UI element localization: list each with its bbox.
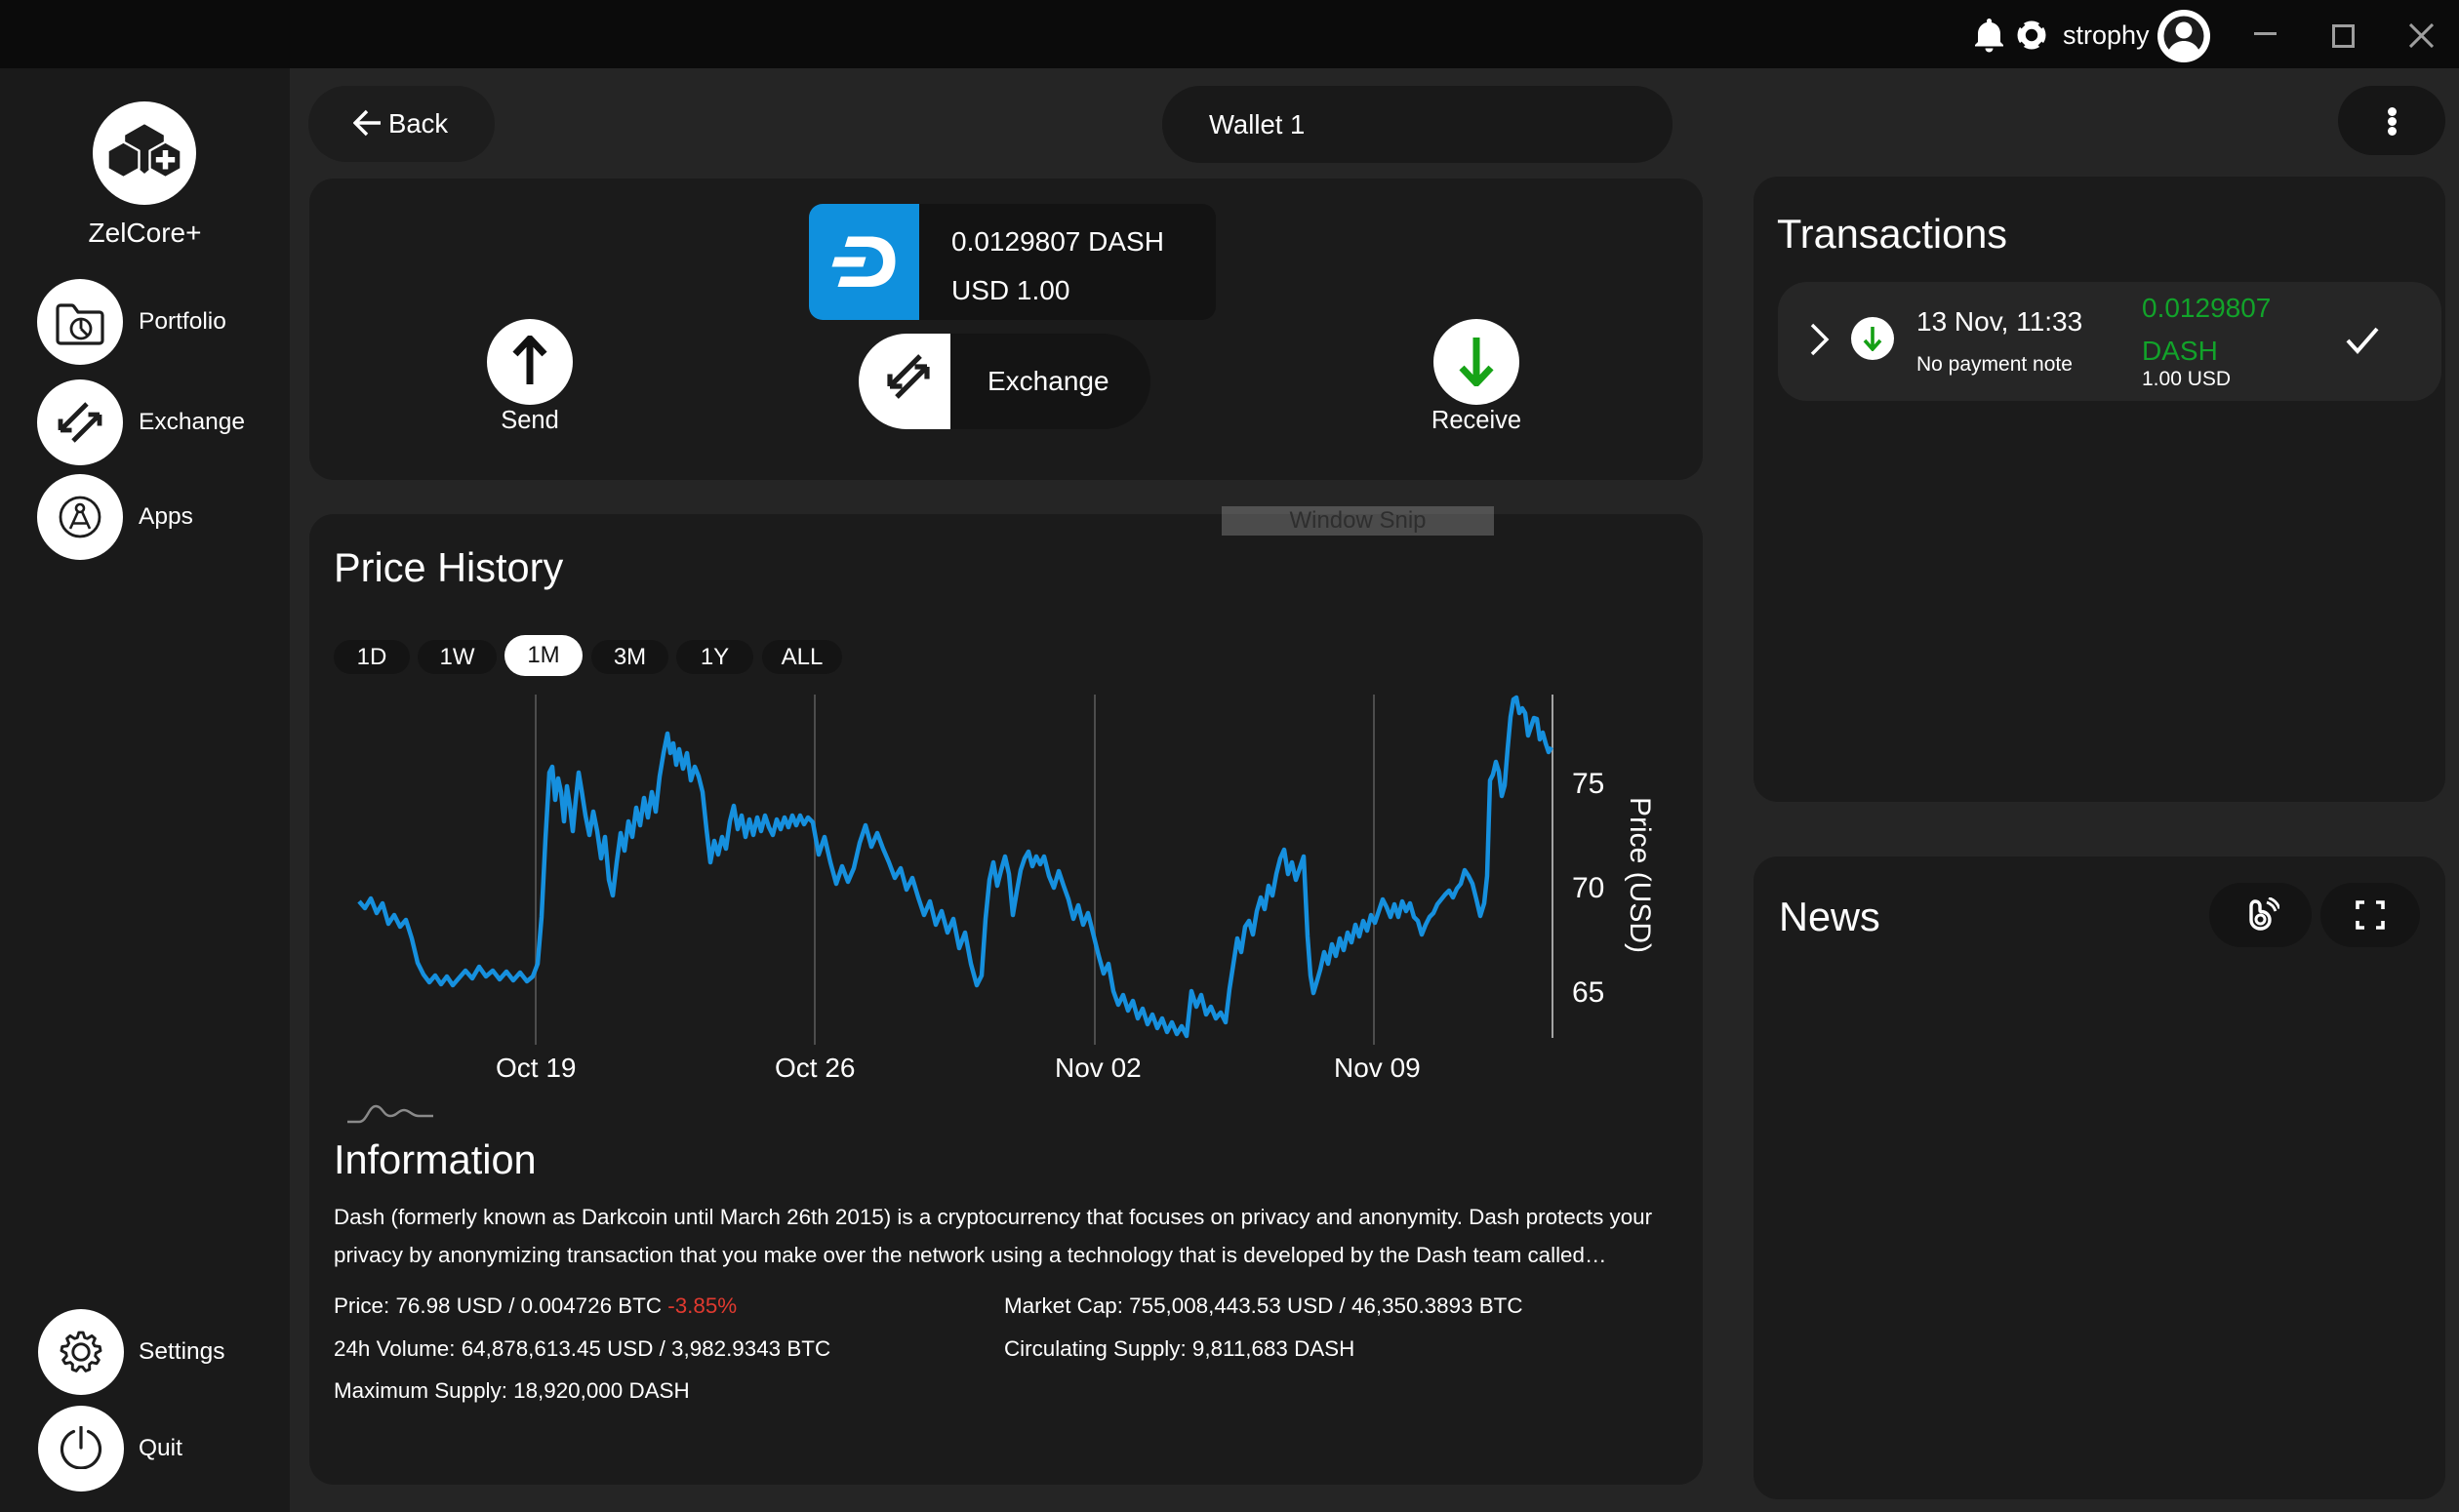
svg-text:70: 70	[1572, 872, 1604, 904]
svg-text:Nov 02: Nov 02	[1055, 1053, 1142, 1083]
svg-text:65: 65	[1572, 976, 1604, 1009]
svg-text:Oct 26: Oct 26	[775, 1053, 855, 1083]
svg-text:Nov 09: Nov 09	[1334, 1053, 1421, 1083]
svg-text:Price (USD): Price (USD)	[1624, 797, 1656, 953]
svg-text:Oct 19: Oct 19	[496, 1053, 576, 1083]
svg-text:75: 75	[1572, 768, 1604, 800]
